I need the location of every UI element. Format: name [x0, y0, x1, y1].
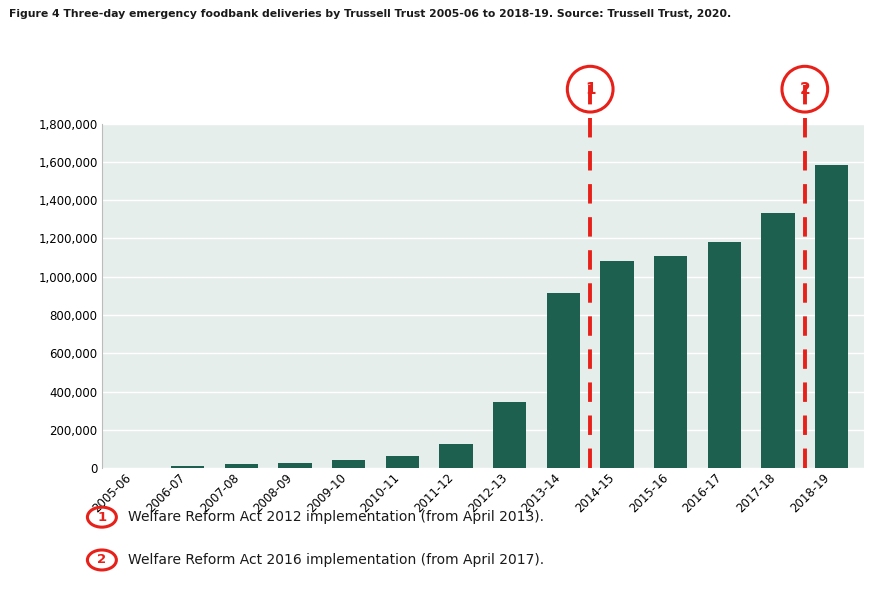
Text: Trussell Trust three-day emergency food supply parcels: Trussell Trust three-day emergency food … — [111, 65, 698, 84]
Bar — [601, 261, 633, 468]
Text: 1: 1 — [97, 510, 106, 524]
Bar — [171, 466, 205, 468]
Bar — [494, 401, 526, 468]
Bar — [332, 460, 365, 468]
Text: Figure 4 Three-day emergency foodbank deliveries by Trussell Trust 2005-06 to 20: Figure 4 Three-day emergency foodbank de… — [9, 9, 731, 19]
Bar — [385, 457, 419, 468]
Text: Welfare Reform Act 2016 implementation (from April 2017).: Welfare Reform Act 2016 implementation (… — [128, 553, 545, 567]
Bar — [439, 444, 472, 468]
Bar — [708, 242, 741, 468]
Text: Welfare Reform Act 2012 implementation (from April 2013).: Welfare Reform Act 2012 implementation (… — [128, 510, 545, 524]
Bar — [547, 293, 580, 468]
Text: 2: 2 — [97, 553, 106, 567]
Bar — [654, 256, 688, 468]
Text: 2005-06 to 2018-19: 2005-06 to 2018-19 — [111, 103, 258, 118]
Bar — [761, 213, 795, 468]
Text: 1: 1 — [585, 81, 595, 97]
Text: 2: 2 — [799, 81, 810, 97]
Bar — [815, 165, 848, 468]
Bar — [225, 464, 258, 468]
Bar — [278, 463, 312, 468]
